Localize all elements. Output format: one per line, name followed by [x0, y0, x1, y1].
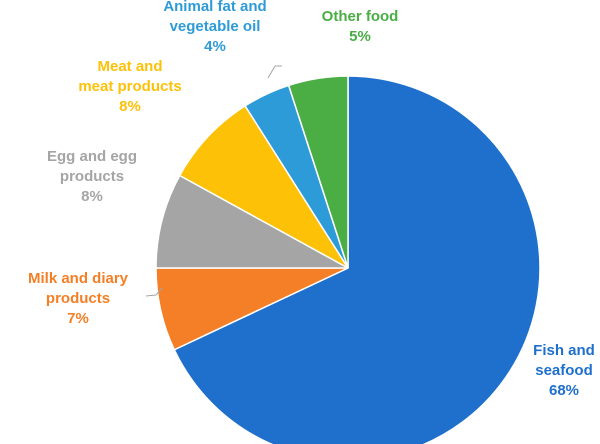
slice-name-line-3-1: meat products — [78, 78, 181, 95]
leader-line-4 — [267, 65, 282, 79]
slice-label-5: Other food 5% — [322, 8, 399, 45]
pie-slice-3 — [178, 104, 349, 269]
slice-name-line-2-0: Egg and egg — [47, 148, 137, 165]
slice-name-line-0-1: seafood — [535, 362, 593, 379]
slice-name-line-4-0: Animal fat and — [163, 0, 266, 15]
slice-name-line-1-0: Milk and diary — [28, 270, 129, 287]
slice-label-2: Egg and egg products 8% — [47, 148, 137, 205]
slice-label-1: Milk and diary products 7% — [28, 270, 129, 327]
slice-value-label-1: 7% — [67, 310, 89, 327]
slice-value-label-3: 8% — [119, 98, 141, 115]
slice-value-label-5: 5% — [349, 28, 371, 45]
slice-value-label-4: 4% — [204, 38, 226, 55]
slice-name-line-2-1: products — [60, 168, 124, 185]
slice-label-0: Fish and seafood 68% — [533, 342, 595, 399]
pie-slice-2 — [155, 174, 349, 269]
slice-name-line-4-1: vegetable oil — [170, 18, 261, 35]
pie-slice-5 — [287, 75, 349, 269]
slice-name-line-0-0: Fish and — [533, 342, 595, 359]
slice-label-4: Animal fat and vegetable oil 4% — [163, 0, 266, 55]
slice-value-label-2: 8% — [81, 188, 103, 205]
pie-slice-0 — [173, 75, 541, 444]
leader-line-1 — [145, 287, 163, 297]
slice-label-3: Meat and meat products 8% — [78, 58, 181, 115]
slice-name-line-3-0: Meat and — [97, 58, 162, 75]
slice-name-line-5-0: Other food — [322, 8, 399, 25]
slice-value-label-0: 68% — [549, 382, 579, 399]
slice-name-line-1-1: products — [46, 290, 110, 307]
